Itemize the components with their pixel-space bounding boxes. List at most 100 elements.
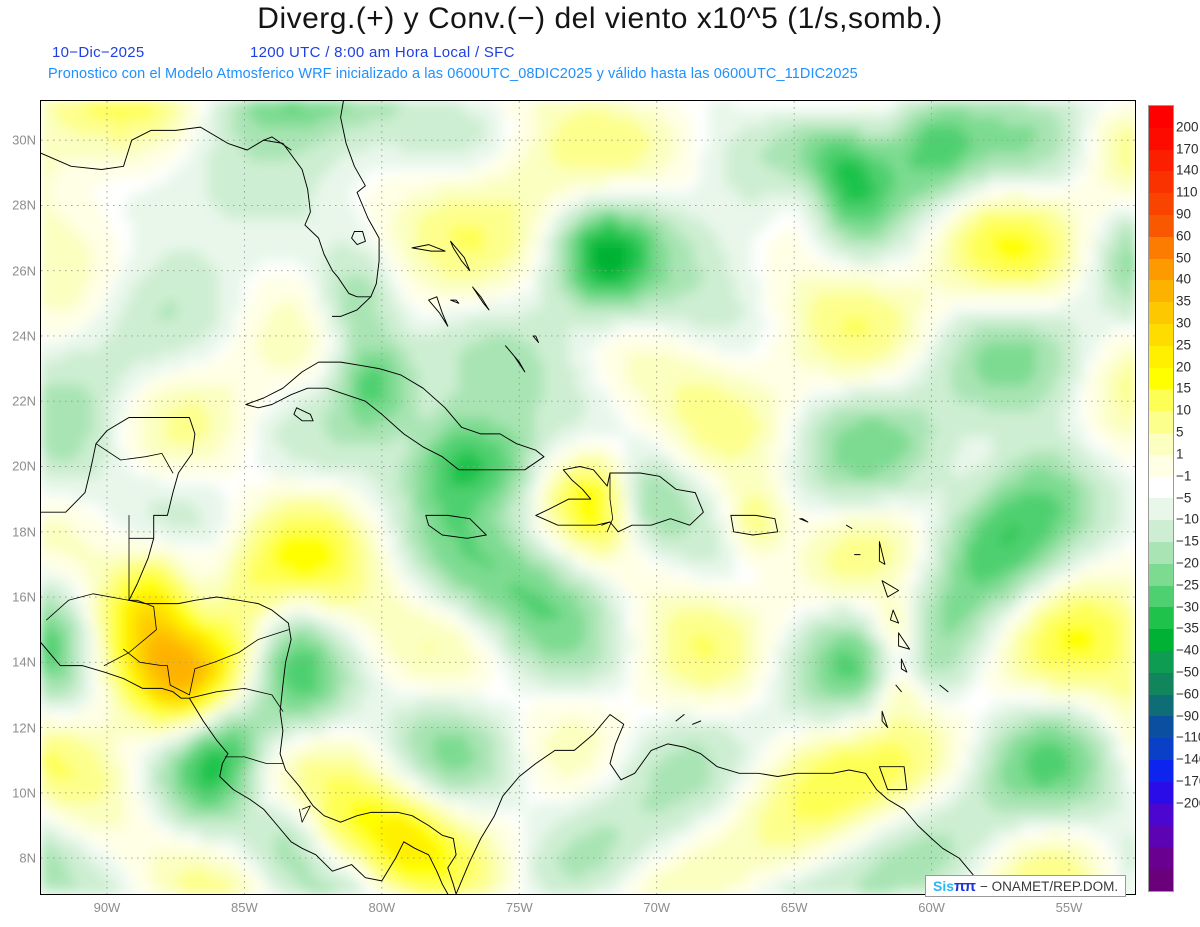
- colorbar-band: [1149, 498, 1173, 521]
- lat-tick-28N: 28N: [12, 197, 36, 213]
- colorbar-tick: −1: [1176, 468, 1192, 484]
- coastline: [845, 524, 853, 529]
- colorbar-tick: −110: [1176, 729, 1200, 745]
- colorbar-tick: −90: [1176, 708, 1199, 724]
- coastline: [263, 136, 292, 151]
- colorbar-tick: 170: [1176, 141, 1199, 157]
- colorbar-band: [1149, 193, 1173, 215]
- colorbar-band: [1149, 454, 1173, 477]
- colorbar-band: [1149, 389, 1173, 412]
- brand-sis-label: Sis: [933, 878, 955, 894]
- lat-tick-26N: 26N: [12, 263, 36, 279]
- colorbar-tick: −10: [1176, 511, 1199, 527]
- colorbar-band: [1149, 672, 1173, 695]
- lon-tick-65W: 65W: [780, 900, 808, 915]
- colorbar-tick: −15: [1176, 533, 1199, 549]
- forecast-time: 1200 UTC / 8:00 am Hora Local / SFC: [250, 44, 515, 61]
- coastline: [900, 658, 908, 673]
- coastline: [224, 756, 284, 764]
- attribution-box: Sis ππ − ONAMET/REP.DOM.: [925, 875, 1127, 897]
- coastline: [123, 648, 171, 686]
- coastline: [41, 417, 457, 894]
- coastline: [881, 580, 900, 598]
- coastline: [245, 361, 545, 471]
- coastline: [601, 521, 611, 526]
- colorbar-band: [1149, 258, 1173, 281]
- coastline: [675, 714, 685, 722]
- colorbar-band: [1149, 825, 1173, 848]
- coastline: [189, 688, 284, 712]
- lat-tick-16N: 16N: [12, 589, 36, 605]
- colorbar-band: [1149, 149, 1173, 172]
- colorbar-tick: 20: [1176, 359, 1192, 375]
- coastline: [606, 472, 614, 533]
- colorbar-tick: −30: [1176, 599, 1199, 615]
- colorbar-band: [1149, 803, 1173, 826]
- forecast-note: Pronostico con el Modelo Atmosferico WRF…: [48, 66, 858, 82]
- colorbar-band: [1149, 127, 1173, 150]
- colorbar-band: [1149, 345, 1173, 368]
- map-plot-area[interactable]: [40, 100, 1136, 895]
- colorbar-tick: 140: [1176, 162, 1199, 178]
- colorbar-band: [1149, 759, 1173, 782]
- colorbar-band: [1149, 476, 1173, 499]
- colorbar-tick: 5: [1176, 424, 1184, 440]
- colorbar-tick: 25: [1176, 337, 1192, 353]
- coastline: [299, 805, 311, 823]
- colorbar-band: [1149, 280, 1173, 303]
- lon-tick-80W: 80W: [368, 900, 396, 915]
- lat-tick-10N: 10N: [12, 785, 36, 801]
- coastline: [450, 299, 460, 304]
- forecast-date: 10−Dic−2025: [52, 44, 145, 61]
- shading-band: [41, 101, 1135, 894]
- coastline: [351, 231, 366, 246]
- coastline: [730, 514, 779, 536]
- lon-tick-90W: 90W: [93, 900, 121, 915]
- colorbar-tick: 15: [1176, 380, 1192, 396]
- colorbar-band: [1149, 323, 1173, 346]
- colorbar-band: [1149, 563, 1173, 586]
- colorbar-tick-labels: 200 170 140 110 90 60 50 40 35 30 25 20 15 10 5 1 −1 −5 −1…: [1176, 105, 1200, 890]
- coastline: [41, 642, 449, 894]
- lon-tick-60W: 60W: [918, 900, 945, 915]
- lat-tick-18N: 18N: [12, 524, 36, 540]
- colorbar[interactable]: [1148, 105, 1174, 892]
- coastline: [532, 335, 539, 343]
- coastline: [455, 714, 993, 894]
- organization-label: − ONAMET/REP.DOM.: [979, 878, 1119, 894]
- coastline: [799, 518, 809, 523]
- colorbar-band: [1149, 585, 1173, 608]
- coastline: [103, 599, 157, 666]
- colorbar-tick: −170: [1176, 773, 1200, 789]
- colorbar-tick: 110: [1176, 184, 1198, 200]
- colorbar-band: [1149, 629, 1173, 651]
- lon-tick-75W: 75W: [505, 900, 533, 915]
- coastline: [428, 296, 449, 327]
- lat-tick-22N: 22N: [12, 393, 36, 409]
- colorbar-band: [1149, 716, 1173, 739]
- shading-band: [41, 101, 1135, 894]
- colorbar-tick: −20: [1176, 555, 1199, 571]
- colorbar-tick: 50: [1176, 250, 1192, 266]
- colorbar-band: [1149, 214, 1173, 237]
- coastline: [450, 240, 471, 272]
- colorbar-tick: 1: [1176, 446, 1184, 462]
- colorbar-band: [1149, 302, 1173, 324]
- coastline: [878, 766, 908, 791]
- page-title: Diverg.(+) y Conv.(−) del viento x10^5 (…: [257, 2, 943, 35]
- coastline: [331, 296, 372, 317]
- shading-band: [591, 242, 627, 278]
- colorbar-band: [1149, 520, 1173, 542]
- colorbar-tick: −60: [1176, 686, 1199, 702]
- coastline: [692, 720, 702, 725]
- coastline: [411, 244, 446, 252]
- coastline: [881, 710, 889, 729]
- colorbar-tick: −35: [1176, 620, 1199, 636]
- colorbar-tick: −200: [1176, 795, 1200, 811]
- colorbar-tick: 35: [1176, 293, 1192, 309]
- colorbar-band: [1149, 781, 1173, 804]
- colorbar-band: [1149, 106, 1173, 128]
- colorbar-band: [1149, 432, 1173, 455]
- divergence-field-map: [41, 101, 1135, 894]
